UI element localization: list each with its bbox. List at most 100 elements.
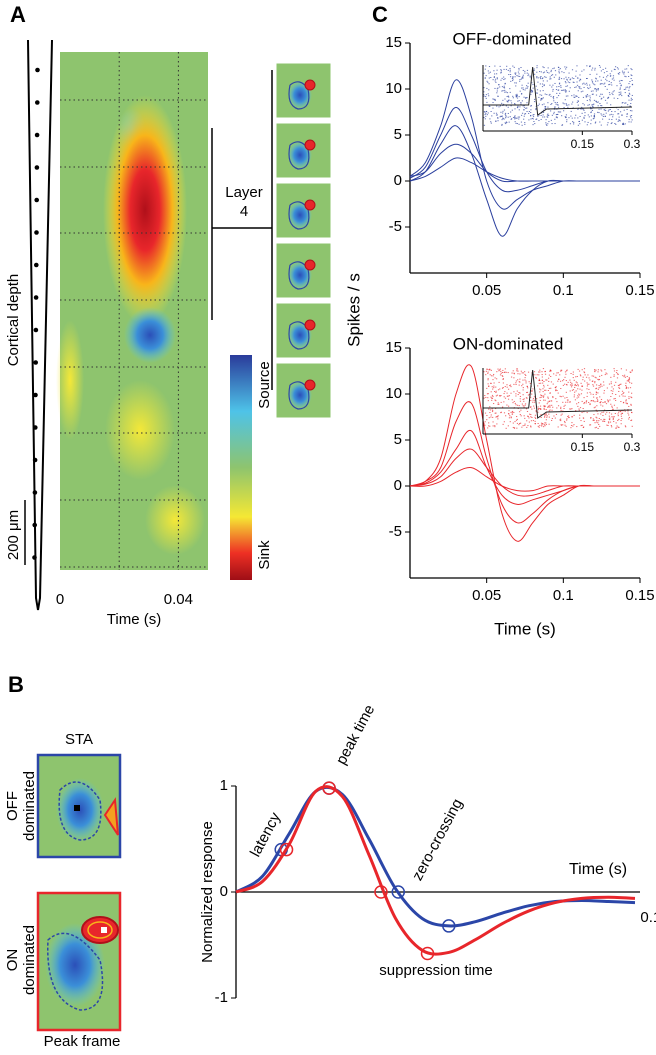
spike: [575, 385, 577, 387]
spike: [489, 374, 491, 376]
spike: [618, 426, 620, 428]
spike: [567, 401, 569, 403]
spike: [595, 77, 597, 79]
spike: [526, 391, 529, 393]
spike: [548, 400, 550, 402]
spike: [622, 392, 624, 394]
spike: [538, 96, 540, 98]
spike: [512, 65, 514, 67]
spike: [526, 426, 528, 428]
spike: [527, 416, 529, 418]
spike: [604, 420, 606, 422]
x-tick-label: 0.05: [472, 282, 501, 299]
spike: [519, 79, 521, 81]
spike: [540, 394, 542, 396]
spike: [625, 399, 627, 401]
spike: [487, 400, 489, 402]
spike: [595, 88, 597, 90]
spike: [550, 95, 552, 97]
spike: [629, 93, 631, 95]
spike: [501, 90, 503, 92]
spike: [549, 78, 551, 80]
spike: [573, 121, 575, 123]
spike: [538, 426, 540, 428]
spike: [631, 110, 633, 112]
spike: [573, 81, 575, 83]
spike: [501, 123, 503, 125]
spike: [512, 117, 515, 119]
spike: [545, 123, 547, 125]
spike: [588, 383, 590, 385]
spike: [524, 423, 526, 425]
spike: [543, 384, 545, 386]
spike: [489, 369, 491, 371]
spike: [527, 86, 529, 88]
spike: [569, 87, 571, 89]
spike: [563, 405, 565, 407]
spike: [564, 383, 566, 385]
spike: [600, 93, 602, 95]
spike: [513, 377, 515, 379]
spike: [612, 390, 614, 392]
spike: [494, 412, 496, 414]
spike: [514, 108, 516, 110]
spike: [493, 373, 495, 375]
spike: [617, 120, 619, 122]
spike: [592, 400, 594, 402]
spike: [566, 85, 569, 87]
spike: [518, 73, 520, 75]
spike: [518, 69, 520, 71]
spike: [611, 386, 613, 388]
spike: [563, 107, 565, 109]
spike: [627, 409, 629, 411]
spike: [612, 116, 614, 118]
spike: [574, 391, 576, 393]
spike: [630, 68, 632, 70]
spike: [509, 69, 511, 71]
spike: [617, 72, 619, 74]
spike: [490, 396, 492, 398]
x-tick-label: 0.1: [553, 282, 574, 299]
spike: [578, 87, 581, 89]
spike: [541, 424, 543, 426]
spike: [531, 91, 533, 93]
spike: [500, 72, 502, 74]
spike: [603, 83, 605, 85]
spike: [502, 99, 504, 101]
spike: [520, 415, 522, 417]
spike: [595, 377, 597, 379]
spike: [490, 391, 492, 393]
spike: [577, 402, 580, 404]
spike: [571, 121, 574, 123]
spike: [586, 388, 588, 390]
x-tick-label: 0.04: [164, 591, 193, 608]
frame-spot: [304, 199, 316, 211]
spike: [565, 370, 568, 372]
spike: [502, 382, 504, 384]
spike: [541, 395, 543, 397]
spike: [574, 383, 576, 385]
spike: [589, 391, 591, 393]
spike: [596, 399, 599, 401]
spike: [543, 103, 545, 105]
spike: [589, 86, 591, 88]
spike: [604, 109, 606, 111]
spike: [626, 116, 628, 118]
spike: [539, 408, 541, 410]
spike: [509, 91, 511, 93]
spike: [489, 409, 492, 411]
spike: [565, 90, 568, 92]
spike: [597, 388, 599, 390]
spike: [613, 421, 615, 423]
spike: [545, 422, 547, 424]
spike: [620, 84, 622, 86]
spike: [560, 424, 562, 426]
spike: [611, 119, 613, 121]
spike: [563, 103, 565, 105]
spike: [565, 373, 567, 375]
frame-spot: [304, 139, 316, 151]
spike: [565, 103, 567, 105]
spike: [485, 374, 487, 376]
spike: [595, 387, 598, 389]
spike: [589, 100, 591, 102]
